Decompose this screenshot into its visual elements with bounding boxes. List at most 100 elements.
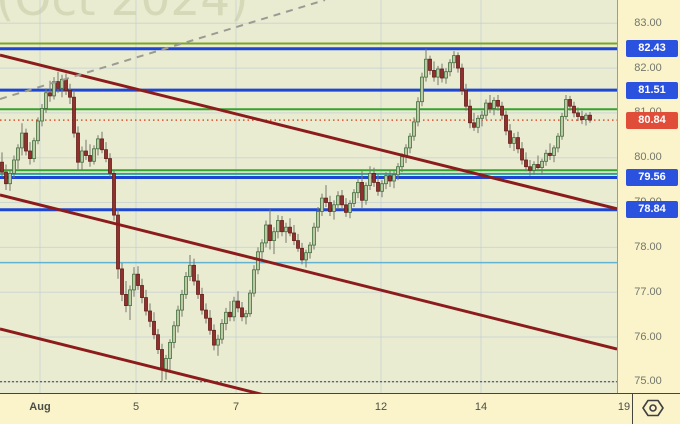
candle (20, 123, 24, 156)
candle (264, 220, 268, 248)
candle (352, 189, 356, 207)
candle (268, 209, 272, 250)
price-badge-8151: 81.51 (626, 81, 678, 99)
candle (356, 177, 360, 199)
price-axis-label: 83.00 (634, 16, 662, 29)
time-axis-label: 14 (474, 401, 488, 413)
candle (428, 55, 432, 75)
candle (72, 90, 76, 138)
price-badge-7884: 78.84 (626, 201, 678, 219)
ascending-dashed-trendline[interactable] (0, 0, 326, 100)
price-badge-8243: 82.43 (626, 40, 678, 58)
candle (332, 200, 336, 220)
candle (116, 209, 120, 279)
candle (148, 303, 152, 328)
candle (560, 112, 564, 140)
candle (436, 65, 440, 86)
candle (320, 193, 324, 216)
time-axis-label: 5 (132, 401, 140, 413)
candle (536, 155, 540, 172)
candle (248, 289, 252, 317)
candle (548, 143, 552, 160)
candle (524, 152, 528, 172)
candle (4, 164, 8, 190)
descending-channel-middle[interactable] (0, 193, 617, 351)
candle (336, 191, 340, 210)
candle (380, 180, 384, 198)
candle (440, 63, 444, 83)
candle (376, 174, 380, 196)
candle (272, 227, 276, 255)
candle (284, 222, 288, 243)
candle (392, 171, 396, 189)
candle (360, 171, 364, 208)
candle (384, 172, 388, 190)
candle (344, 198, 348, 217)
candle (388, 170, 392, 187)
candle (280, 216, 284, 237)
price-axis-label: 77.00 (634, 285, 662, 298)
candle (364, 182, 368, 205)
candle (200, 287, 204, 315)
axis-settings-button[interactable] (633, 394, 680, 424)
candle (212, 324, 216, 351)
candle (296, 233, 300, 252)
candle (516, 131, 520, 154)
time-axis[interactable]: Aug 5 7 12 14 19 (0, 394, 632, 424)
candle (252, 265, 256, 297)
time-axis-label: 19 (617, 401, 631, 413)
candle (184, 272, 188, 299)
candle (28, 142, 32, 165)
price-badge-7956: 79.56 (626, 169, 678, 186)
candle (236, 291, 240, 313)
chart-pane[interactable] (0, 0, 617, 393)
candle (204, 303, 208, 324)
candle (468, 99, 472, 129)
candle (112, 170, 116, 221)
candle (84, 139, 88, 160)
candle (168, 339, 172, 372)
candle (444, 68, 448, 84)
candle (484, 99, 488, 120)
candle (504, 110, 508, 136)
candle (140, 278, 144, 304)
candle (32, 137, 36, 163)
candle (480, 110, 484, 127)
symbol-watermark: (Oct 2024) (0, 0, 249, 27)
axis-settings-gear-icon (642, 399, 664, 417)
candle (260, 239, 264, 261)
candle (124, 281, 128, 313)
candle (76, 126, 80, 171)
candle (144, 289, 148, 316)
candle (424, 48, 428, 82)
candle (232, 296, 236, 322)
candle (108, 153, 112, 177)
descending-channel-lower[interactable] (0, 327, 617, 424)
candle (96, 135, 100, 156)
candle (180, 289, 184, 317)
candle (208, 310, 212, 335)
candle (228, 301, 232, 322)
candle (512, 133, 516, 151)
candle (80, 146, 84, 171)
candle (368, 166, 372, 190)
candle (8, 170, 12, 191)
time-axis-label: 7 (232, 401, 240, 413)
candle (492, 97, 496, 116)
candle (216, 334, 220, 356)
candle (396, 163, 400, 181)
candle (304, 249, 308, 268)
candle (456, 52, 460, 73)
candle (136, 266, 140, 290)
price-axis-label: 82.00 (634, 61, 662, 74)
candle (128, 285, 132, 320)
candle (348, 200, 352, 219)
candle (464, 83, 468, 111)
candle (104, 142, 108, 163)
candle (476, 115, 480, 134)
candle (408, 133, 412, 154)
descending-channel-upper[interactable] (0, 53, 617, 211)
candle (0, 152, 4, 177)
